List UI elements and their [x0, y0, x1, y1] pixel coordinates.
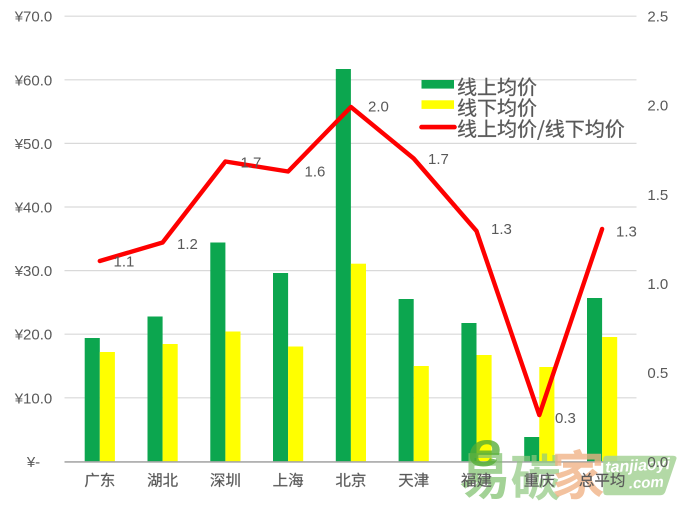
svg-text:¥50.0: ¥50.0: [14, 136, 53, 153]
svg-text:1.0: 1.0: [647, 276, 668, 293]
svg-text:tanjiaoyi: tanjiaoyi: [605, 456, 671, 476]
svg-text:¥30.0: ¥30.0: [14, 263, 53, 280]
svg-text:1.7: 1.7: [428, 151, 449, 168]
svg-text:1.3: 1.3: [616, 224, 637, 241]
svg-text:1.7: 1.7: [241, 155, 262, 172]
svg-text:0.3: 0.3: [555, 410, 576, 427]
svg-text:1.6: 1.6: [305, 164, 326, 181]
svg-text:0.0: 0.0: [647, 454, 668, 471]
svg-text:0.5: 0.5: [647, 365, 668, 382]
svg-text:1.1: 1.1: [114, 253, 135, 270]
svg-text:¥60.0: ¥60.0: [14, 72, 53, 89]
svg-text:2.5: 2.5: [647, 9, 668, 26]
svg-text:e: e: [468, 423, 501, 477]
svg-text:1.5: 1.5: [647, 187, 668, 204]
svg-text:¥70.0: ¥70.0: [14, 9, 53, 26]
svg-text:1.2: 1.2: [177, 236, 198, 253]
svg-text:.com: .com: [628, 474, 664, 493]
svg-text:2.0: 2.0: [368, 99, 389, 116]
svg-text:¥10.0: ¥10.0: [14, 390, 53, 407]
svg-text:¥20.0: ¥20.0: [14, 327, 53, 344]
svg-text:¥40.0: ¥40.0: [14, 200, 53, 217]
svg-text:¥-: ¥-: [26, 454, 40, 471]
svg-text:2.0: 2.0: [647, 98, 668, 115]
svg-text:1.3: 1.3: [491, 221, 512, 238]
